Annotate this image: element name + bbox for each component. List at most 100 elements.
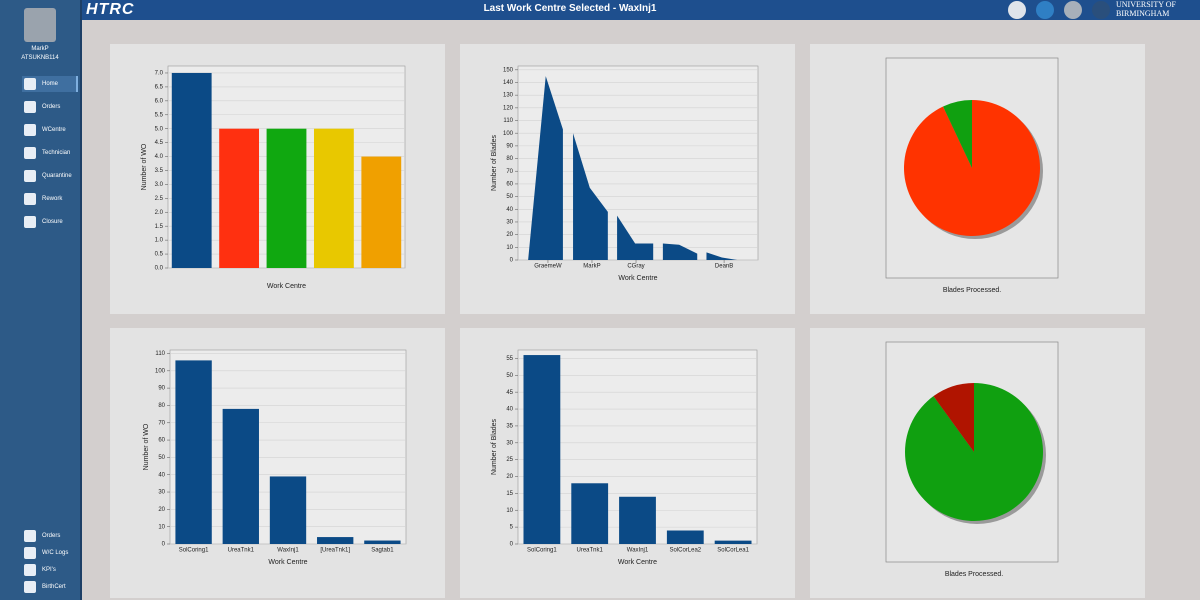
menu-icon: [24, 193, 36, 205]
menu-item[interactable]: Rework: [22, 191, 78, 207]
menu-icon: [24, 101, 36, 113]
status-dot: [1064, 1, 1082, 19]
y-tick-label: 1.0: [155, 238, 164, 244]
y-tick-label: 40: [158, 472, 165, 478]
menu-icon: [24, 530, 36, 542]
y-tick-label: 0.0: [155, 266, 164, 272]
menu-label: W/C Logs: [42, 550, 69, 556]
menu-icon: [24, 547, 36, 559]
bar: [571, 483, 609, 544]
menu-icon: [24, 581, 36, 593]
y-tick-label: 60: [158, 438, 165, 444]
x-tick-label: UreaTnk1: [577, 548, 604, 554]
pie-slice: [943, 100, 972, 168]
y-tick-label: 0: [510, 542, 514, 548]
menu-item[interactable]: Quarantine: [22, 168, 78, 184]
status-dot: [1008, 1, 1026, 19]
y-tick-label: 5: [510, 525, 514, 531]
x-axis-label: Work Centre: [618, 559, 657, 566]
header-title: Last Work Centre Selected - WaxInj1: [483, 3, 657, 14]
menu-item[interactable]: Orders: [22, 99, 78, 115]
y-tick-label: 7.0: [155, 71, 164, 77]
bar: [619, 496, 656, 544]
y-tick-label: 110: [503, 118, 513, 124]
y-tick-label: 70: [158, 420, 165, 426]
x-tick-label: SolCorLea2: [669, 548, 701, 554]
avatar: [24, 8, 56, 42]
menu-item[interactable]: BirthCert: [22, 579, 78, 595]
y-tick-label: 10: [506, 508, 513, 514]
y-tick-label: 90: [158, 386, 165, 392]
y-tick-label: 50: [158, 455, 165, 461]
y-tick-label: 4.0: [155, 154, 164, 160]
y-tick-label: 6.0: [155, 98, 164, 104]
logo: HTRC: [86, 1, 135, 18]
bar: [364, 540, 401, 544]
y-tick-label: 10: [158, 524, 165, 530]
x-tick-label: SolCoring1: [179, 548, 209, 554]
y-tick-label: 45: [506, 390, 513, 396]
y-tick-label: 0: [162, 542, 166, 548]
y-tick-label: 20: [506, 232, 513, 238]
bar: [714, 540, 752, 544]
y-tick-label: 60: [506, 181, 513, 187]
menu-item[interactable]: Orders: [22, 528, 78, 544]
menu-label: Orders: [42, 533, 61, 539]
y-tick-label: 50: [506, 373, 513, 379]
menu-label: Orders: [42, 104, 61, 110]
y-tick-label: 30: [506, 440, 513, 446]
x-axis-label: Work Centre: [268, 559, 307, 566]
menu-item[interactable]: WCentre: [22, 122, 78, 138]
bar: [222, 408, 259, 544]
y-tick-label: 110: [155, 351, 165, 357]
y-tick-label: 0: [510, 258, 514, 264]
y-tick-label: 10: [506, 245, 513, 251]
x-tick-label: SolCorLea1: [717, 548, 749, 554]
bar: [269, 476, 307, 544]
y-tick-label: 120: [503, 105, 514, 111]
x-axis-label: Work Centre: [618, 275, 657, 282]
menu-item[interactable]: KPI's: [22, 562, 78, 578]
x-tick-label: [UreaTnk1]: [320, 548, 350, 554]
x-tick-label: SolCoring1: [527, 548, 557, 554]
user-id: ATSUKNB114: [21, 55, 59, 61]
x-tick-label: UreaTnk1: [228, 548, 255, 554]
y-tick-label: 6.5: [155, 84, 164, 90]
bar: [171, 72, 212, 268]
status-dot: [1036, 1, 1054, 19]
menu-item[interactable]: W/C Logs: [22, 545, 78, 561]
y-tick-label: 4.5: [155, 140, 164, 146]
x-tick-label: MarkP: [583, 264, 600, 270]
y-tick-label: 100: [155, 368, 166, 374]
menu-item[interactable]: Closure: [22, 214, 78, 230]
menu-item[interactable]: Home: [22, 76, 78, 92]
menu-label: KPI's: [42, 567, 56, 573]
menu-icon: [24, 78, 36, 90]
bar: [523, 355, 561, 544]
y-tick-label: 3.5: [155, 168, 164, 174]
y-tick-label: 70: [506, 169, 513, 175]
bar: [219, 128, 260, 268]
menu-label: Closure: [42, 219, 63, 225]
menu-icon: [24, 124, 36, 136]
menu-icon: [24, 147, 36, 159]
y-axis-label: Number of WO: [143, 423, 150, 470]
x-tick-label: GraemeW: [534, 264, 562, 270]
y-tick-label: 40: [506, 207, 513, 213]
bar: [361, 156, 402, 268]
y-tick-label: 150: [503, 67, 514, 73]
y-tick-label: 30: [506, 220, 513, 226]
university-logo: UNIVERSITY OF BIRMINGHAM: [1116, 0, 1176, 18]
menu-label: BirthCert: [42, 584, 66, 590]
bar: [666, 530, 704, 544]
user-name: MarkP: [31, 46, 49, 52]
bar: [175, 360, 212, 544]
menu-label: Technician: [42, 150, 71, 156]
menu-item[interactable]: Technician: [22, 145, 78, 161]
x-tick-label: DeanB: [715, 264, 733, 270]
y-tick-label: 140: [503, 80, 514, 86]
y-tick-label: 100: [503, 131, 514, 137]
chart-title: Blades Processed.: [943, 287, 1001, 294]
